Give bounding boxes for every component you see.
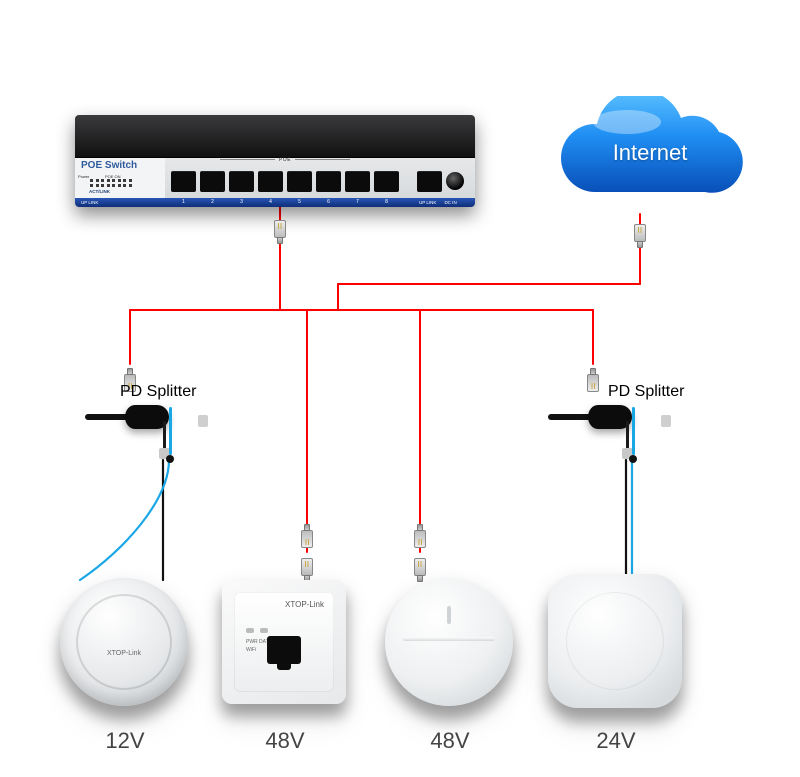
switch-port-num-2: 2 (200, 199, 225, 205)
wall-ap-icon: XTOP-Link PWR DATWiFi (222, 580, 346, 704)
wall-ap-sublabels: PWR DATWiFi (246, 638, 269, 654)
ap-brand: XTOP-Link (285, 600, 324, 609)
ap-square-24v-voltage: 24V (596, 728, 635, 754)
plug-cloud-down (632, 224, 648, 248)
led-label-actlink: ACT/LINK (89, 189, 110, 194)
plug-switch-down (272, 220, 288, 244)
splitter-right-label: PD Splitter (608, 383, 684, 401)
switch-port-num-1: 1 (171, 199, 196, 205)
ap-square-24v: 24V (548, 574, 684, 710)
ap-round-12v: XTOP-Link12V (60, 578, 190, 708)
switch-poe-section-label: POE (165, 157, 405, 163)
internet-cloud: Internet (555, 96, 745, 214)
switch-port-6 (316, 171, 341, 192)
ap-dome-48v: 48V (385, 578, 515, 708)
switch-port-num-7: 7 (345, 199, 370, 205)
switch-port-4 (258, 171, 283, 192)
switch-port-1 (171, 171, 196, 192)
splitter-right: PD Splitter (548, 387, 668, 457)
splitter-left-dc-line (80, 460, 169, 580)
switch-port-5 (287, 171, 312, 192)
ap-round-12v-voltage: 12V (105, 728, 144, 754)
switch-port-num-6: 6 (316, 199, 341, 205)
switch-port-num-8: 8 (374, 199, 399, 205)
internet-label: Internet (613, 140, 688, 166)
splitter-left-label: PD Splitter (120, 383, 196, 401)
switch-uplink-label: UP LINK (417, 200, 438, 205)
square-ap-icon (548, 574, 682, 708)
switch-port-3 (229, 171, 254, 192)
switch-port-2 (200, 171, 225, 192)
switch-port-num-5: 5 (287, 199, 312, 205)
ap-wall-48v-voltage: 48V (265, 728, 304, 754)
dome-ap-icon (385, 578, 513, 706)
switch-title: POE Switch (81, 160, 137, 171)
switch-dc-in (446, 172, 464, 190)
poe-switch: POE Switch Power POE ON ACT/LINK UP LINK… (75, 115, 475, 207)
plug-drop3-down (412, 524, 428, 548)
switch-port-8 (374, 171, 399, 192)
ap-wall-48v: XTOP-LinkPWR DATWiFi48V (222, 580, 348, 706)
ap-dome-48v-voltage: 48V (430, 728, 469, 754)
plug-drop2-down (299, 524, 315, 548)
round-ap-icon: XTOP-Link (60, 578, 188, 706)
switch-port-num-3: 3 (229, 199, 254, 205)
switch-port-num-4: 4 (258, 199, 283, 205)
switch-port-7 (345, 171, 370, 192)
led-label-power: Power (78, 174, 89, 179)
splitter-left: PD Splitter (85, 387, 205, 457)
wall-ap-rj45 (267, 636, 301, 664)
switch-dcin-label: DC IN (442, 200, 458, 205)
plug-drop2-into (299, 558, 315, 582)
switch-uplink-port (417, 171, 442, 192)
ap-brand: XTOP-Link (107, 650, 141, 657)
led-label-uplink: UP LINK (81, 200, 98, 205)
